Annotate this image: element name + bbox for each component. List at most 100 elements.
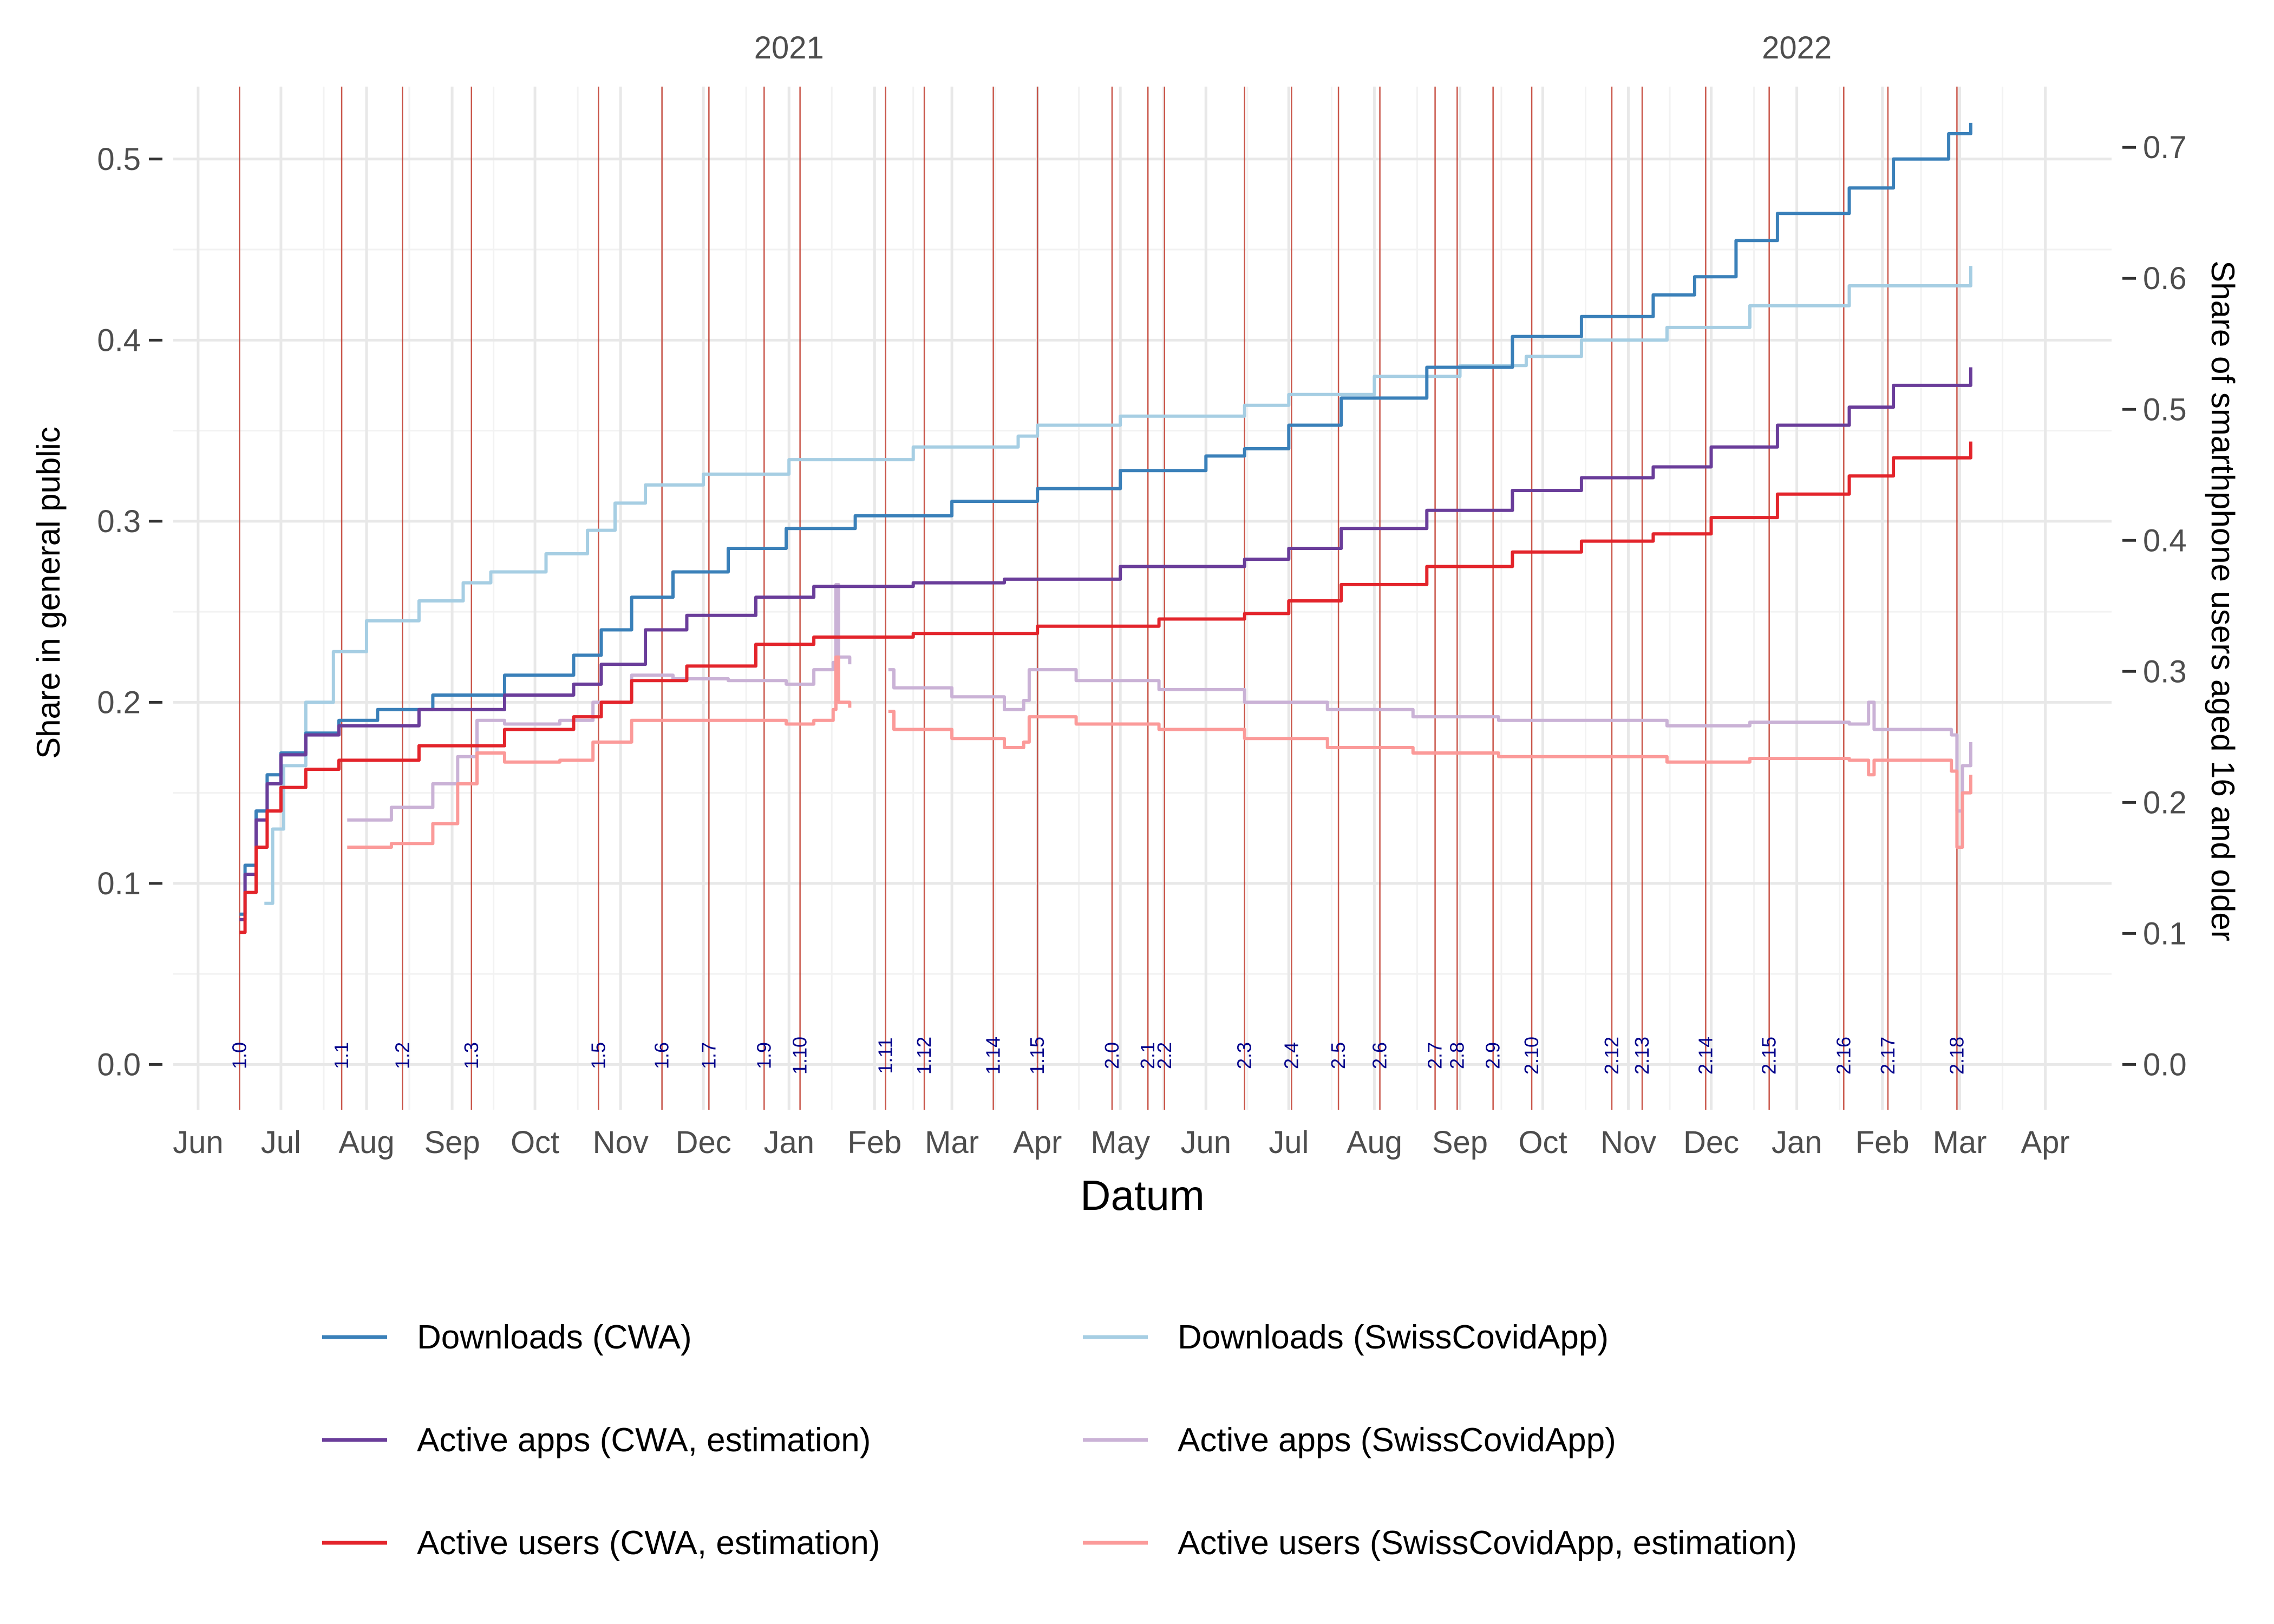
x-tick-label: Oct	[1518, 1125, 1567, 1160]
series-line-downloads-swisscovidapp	[264, 266, 1972, 905]
version-label: 2.17	[1877, 1037, 1899, 1075]
y-tick-label-right: 0.3	[2143, 654, 2187, 689]
legend-label: Downloads (SwissCovidApp)	[1178, 1319, 1609, 1356]
x-tick-label: Jul	[1269, 1125, 1309, 1160]
x-tick-label: Jan	[1772, 1125, 1822, 1160]
legend-label: Active apps (SwissCovidApp)	[1178, 1422, 1616, 1459]
version-label: 2.1	[1136, 1042, 1159, 1069]
y-axis-left: 0.0 0.1 0.2 0.3 0.4 0.5	[97, 142, 162, 1082]
x-tick-label: Jun	[173, 1125, 224, 1160]
version-label: 2.9	[1482, 1042, 1504, 1069]
version-label: 1.2	[391, 1042, 413, 1069]
x-tick-label: Jan	[763, 1125, 814, 1160]
x-axis-title: Datum	[1080, 1171, 1205, 1219]
year-label: 2021	[754, 30, 824, 66]
version-label: 1.11	[874, 1037, 897, 1073]
version-release-lines	[239, 87, 1958, 1110]
x-tick-label: Nov	[593, 1125, 649, 1160]
version-label: 1.9	[753, 1042, 775, 1069]
version-label: 2.7	[1424, 1042, 1446, 1069]
version-label: 1.14	[982, 1037, 1004, 1075]
version-label: 2.15	[1758, 1037, 1780, 1075]
version-label: 1.1	[330, 1042, 352, 1069]
version-label: 2.14	[1694, 1037, 1716, 1075]
version-label: 2.16	[1832, 1037, 1854, 1075]
y-tick-label-right: 0.1	[2143, 916, 2187, 951]
y-axis-title-left: Share in general public	[30, 427, 67, 759]
version-label: 2.4	[1280, 1042, 1302, 1069]
version-label: 2.2	[1153, 1042, 1175, 1069]
x-tick-label: Mar	[1933, 1125, 1987, 1160]
version-label: 1.12	[913, 1037, 935, 1075]
x-tick-label: Mar	[925, 1125, 979, 1160]
x-tick-label: Sep	[1432, 1125, 1488, 1160]
y-axis-title-right: Share of smarthphone users aged 16 and o…	[2205, 260, 2241, 941]
version-label: 1.10	[789, 1037, 811, 1075]
version-label: 2.8	[1446, 1042, 1468, 1069]
version-label: 1.6	[651, 1042, 673, 1069]
version-label: 2.0	[1101, 1042, 1123, 1069]
version-label: 2.5	[1327, 1042, 1349, 1069]
year-labels: 2021 2022	[754, 30, 1832, 66]
x-tick-label: Sep	[424, 1125, 480, 1160]
x-tick-label: Feb	[847, 1125, 901, 1160]
x-axis: Jun Jul Aug Sep Oct Nov Dec Jan Feb Mar Apr May Jun J…	[173, 1125, 2070, 1160]
x-tick-label: Jun	[1181, 1125, 1232, 1160]
version-label: 1.15	[1026, 1037, 1048, 1075]
y-tick-label-left: 0.4	[97, 323, 141, 358]
y-tick-label-right: 0.7	[2143, 130, 2187, 165]
version-label: 2.3	[1233, 1042, 1256, 1069]
version-labels: 1.0 1.1 1.2 1.3 1.5 1.6 1.7 1.9 1.10 1.11 1.12 1.14…	[228, 1037, 1968, 1075]
y-tick-label-right: 0.2	[2143, 785, 2187, 820]
y-tick-label-right: 0.6	[2143, 261, 2187, 296]
legend-item: Downloads (SwissCovidApp)	[1083, 1319, 1609, 1356]
year-label: 2022	[1762, 30, 1832, 66]
y-tick-label-left: 0.5	[97, 142, 141, 177]
y-tick-label-left: 0.3	[97, 504, 141, 539]
version-label: 2.18	[1945, 1037, 1968, 1075]
x-tick-label: Jul	[261, 1125, 301, 1160]
version-label: 2.12	[1600, 1037, 1623, 1075]
data-series	[239, 122, 1972, 934]
legend-label: Downloads (CWA)	[417, 1319, 692, 1356]
legend-item: Downloads (CWA)	[322, 1319, 692, 1356]
y-tick-label-right: 0.0	[2143, 1047, 2187, 1082]
x-tick-label: Apr	[1013, 1125, 1062, 1160]
x-tick-label: Feb	[1855, 1125, 1910, 1160]
x-tick-label: Dec	[676, 1125, 731, 1160]
y-axis-right: 0.0 0.1 0.2 0.3 0.4 0.5 0.6 0.7	[2122, 130, 2187, 1082]
legend-item: Active apps (SwissCovidApp)	[1083, 1422, 1616, 1459]
x-tick-label: Dec	[1683, 1125, 1739, 1160]
legend: Downloads (CWA) Downloads (SwissCovidApp)…	[322, 1319, 1797, 1562]
series-line-active-apps-swisscovidapp	[888, 668, 1972, 813]
y-tick-label-left: 0.0	[97, 1047, 141, 1082]
legend-label: Active users (SwissCovidApp, estimation)	[1178, 1524, 1797, 1562]
version-label: 2.10	[1520, 1037, 1543, 1075]
legend-item: Active users (CWA, estimation)	[322, 1524, 880, 1562]
version-label: 2.13	[1631, 1037, 1653, 1075]
x-tick-label: Nov	[1600, 1125, 1656, 1160]
version-label: 2.6	[1369, 1042, 1391, 1069]
x-tick-label: Aug	[338, 1125, 394, 1160]
y-tick-label-right: 0.4	[2143, 523, 2187, 558]
y-tick-label-left: 0.1	[97, 866, 141, 901]
version-label: 1.7	[697, 1042, 720, 1069]
series-line-active-users-swisscovidapp-estimation	[347, 655, 852, 849]
series-line-active-users-cwa-estimation	[239, 441, 1972, 934]
legend-label: Active apps (CWA, estimation)	[417, 1422, 871, 1459]
version-label: 1.3	[460, 1042, 482, 1069]
version-label: 1.0	[228, 1042, 250, 1069]
x-tick-label: May	[1090, 1125, 1150, 1160]
x-tick-label: Apr	[2021, 1125, 2069, 1160]
x-tick-label: Aug	[1347, 1125, 1402, 1160]
legend-item: Active users (SwissCovidApp, estimation)	[1083, 1524, 1797, 1562]
legend-item: Active apps (CWA, estimation)	[322, 1422, 871, 1459]
x-tick-label: Oct	[511, 1125, 559, 1160]
y-tick-label-right: 0.5	[2143, 392, 2187, 427]
legend-label: Active users (CWA, estimation)	[417, 1524, 880, 1562]
series-line-active-users-swisscovidapp-estimation	[888, 710, 1972, 849]
y-tick-label-left: 0.2	[97, 685, 141, 720]
series-line-active-apps-cwa-estimation	[239, 367, 1972, 921]
